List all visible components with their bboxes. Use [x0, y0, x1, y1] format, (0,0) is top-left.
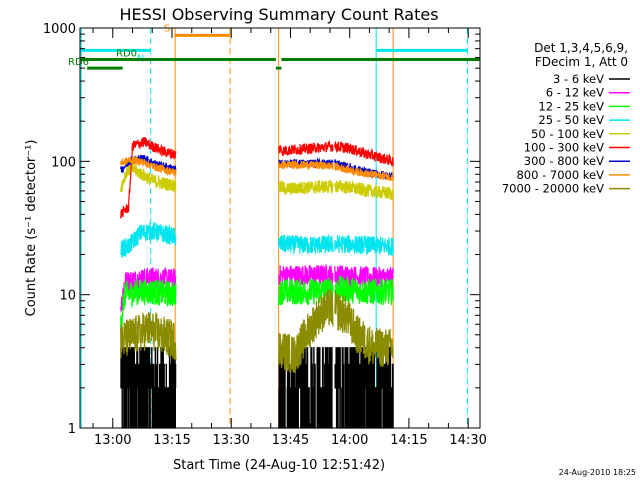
plot-content: NSRD0RD6 [68, 23, 480, 429]
x-tick-label-1430: 14:30 [449, 433, 486, 448]
series-7000-20000-kev [120, 289, 394, 373]
x-tick-label-1345: 13:45 [272, 433, 309, 448]
legend-label-6-12-kev: 6 - 12 keV [546, 86, 604, 100]
x-tick-label-1300: 13:00 [94, 433, 131, 448]
flag-label-rd0: RD0 [116, 49, 137, 60]
y-tick-label-10: 10 [59, 289, 76, 304]
y-tick-label-1: 1 [68, 422, 76, 437]
legend-label-7000-20000-kev: 7000 - 20000 keV [502, 182, 604, 196]
legend-label-100-300-kev: 100 - 300 keV [524, 141, 604, 155]
axes: 1 10 100 1000 13:00 13:15 13:30 13:45 14:00 14:15… [43, 22, 487, 448]
y-tick-label-100: 100 [51, 155, 76, 170]
x-tick-label-1315: 13:15 [153, 433, 190, 448]
legend-label-300-800-kev: 300 - 800 keV [524, 154, 604, 168]
series-12-25-kev [120, 275, 394, 331]
legend-label-25-50-kev: 25 - 50 keV [538, 113, 604, 127]
legend-label-3-6-kev: 3 - 6 keV [553, 72, 604, 86]
y-tick-label-1000: 1000 [43, 22, 76, 37]
flag-label-rd6: RD6 [68, 57, 89, 68]
legend: Det 1,3,4,5,6,9,FDecim 1, Att 0 3 - 6 keV… [502, 41, 630, 196]
legend-label-800-7000-kev: 800 - 7000 keV [516, 168, 604, 182]
chart-title: HESSI Observing Summary Count Rates [119, 5, 438, 24]
series-800-7000-kev [120, 155, 394, 181]
x-axis-label: Start Time (24-Aug-10 12:51:42) [173, 458, 385, 473]
flag-label-s: S [164, 23, 170, 34]
plot-frame [79, 27, 481, 429]
legend-label-12-25-kev: 12 - 25 keV [538, 99, 604, 113]
x-tick-label-1400: 14:00 [331, 433, 368, 448]
legend-header-0: Det 1,3,4,5,6,9, [534, 41, 628, 55]
x-tick-label-1415: 14:15 [390, 433, 427, 448]
series-50-100-kev [120, 161, 394, 201]
timestamp: 24-Aug-2010 18:25 [559, 468, 636, 477]
legend-header-1: FDecim 1, Att 0 [535, 55, 628, 69]
x-tick-label-1330: 13:30 [212, 433, 249, 448]
series-100-300-kev [120, 136, 394, 219]
legend-label-50-100-kev: 50 - 100 keV [531, 127, 604, 141]
y-axis-label: Count Rate (s⁻¹ detector⁻¹) [24, 140, 39, 317]
series-25-50-kev [120, 222, 394, 258]
